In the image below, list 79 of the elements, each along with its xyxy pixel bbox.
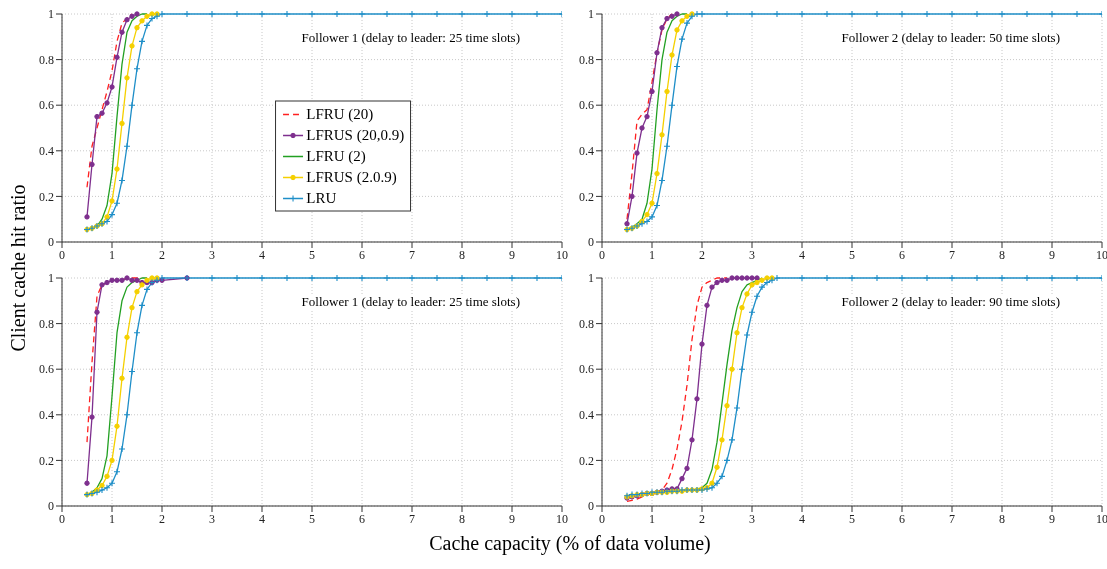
x-tick-label: 1 (109, 247, 115, 262)
x-tick-label: 5 (309, 511, 315, 526)
x-tick-label: 9 (509, 247, 515, 262)
x-tick-label: 9 (1049, 511, 1055, 526)
y-tick-label: 1 (48, 7, 54, 22)
x-tick-label: 1 (109, 511, 115, 526)
y-tick-label: 0 (588, 235, 594, 250)
legend-label: LFRUS (20,0.9) (306, 126, 405, 144)
x-tick-label: 3 (749, 247, 755, 262)
x-tick-label: 4 (799, 247, 805, 262)
y-tick-label: 0.8 (39, 316, 54, 331)
y-tick-label: 0.6 (579, 362, 594, 377)
x-tick-label: 1 (649, 247, 655, 262)
x-tick-label: 0 (59, 511, 65, 526)
x-tick-label: 10 (1096, 247, 1107, 262)
annotation: Follower 2 (delay to leader: 90 time slots) (841, 294, 1060, 310)
y-tick-label: 0.8 (39, 52, 54, 67)
x-tick-label: 3 (209, 247, 215, 262)
x-tick-label: 6 (899, 247, 905, 262)
y-axis-title: Client cache hit ratio (6, 184, 30, 352)
x-tick-label: 5 (849, 511, 855, 526)
legend-label: LFRUS (2.0.9) (306, 168, 397, 186)
x-tick-label: 0 (59, 247, 65, 262)
x-tick-label: 5 (309, 247, 315, 262)
y-tick-label: 0.2 (579, 453, 594, 468)
x-tick-label: 2 (699, 511, 705, 526)
legend-label: LFRU (20) (306, 105, 374, 123)
x-tick-label: 9 (509, 511, 515, 526)
y-tick-label: 0.4 (39, 408, 54, 423)
y-tick-label: 0 (48, 499, 54, 514)
x-tick-label: 6 (359, 247, 365, 262)
y-tick-label: 0.2 (39, 453, 54, 468)
x-tick-label: 0 (599, 247, 605, 262)
x-tick-label: 7 (409, 247, 415, 262)
x-tick-label: 3 (749, 511, 755, 526)
y-tick-label: 1 (588, 7, 594, 22)
y-tick-label: 0.6 (579, 98, 594, 113)
y-tick-label: 0 (588, 499, 594, 514)
x-tick-label: 6 (899, 511, 905, 526)
x-tick-label: 7 (409, 511, 415, 526)
legend-label: LRU (306, 189, 337, 207)
y-tick-label: 0.4 (39, 144, 54, 159)
x-tick-label: 8 (999, 511, 1005, 526)
x-tick-label: 2 (159, 511, 165, 526)
x-tick-label: 2 (159, 247, 165, 262)
annotation: Follower 1 (delay to leader: 25 time slots) (301, 294, 520, 310)
x-tick-label: 4 (259, 247, 265, 262)
x-tick-label: 0 (599, 511, 605, 526)
y-tick-label: 0.8 (579, 316, 594, 331)
x-tick-label: 7 (949, 247, 955, 262)
x-tick-label: 7 (949, 511, 955, 526)
y-tick-label: 0.2 (39, 189, 54, 204)
y-tick-label: 0.6 (39, 98, 54, 113)
x-tick-label: 10 (556, 247, 568, 262)
y-tick-label: 0.6 (39, 362, 54, 377)
x-tick-label: 6 (359, 511, 365, 526)
y-tick-label: 1 (588, 271, 594, 286)
y-tick-label: 1 (48, 271, 54, 286)
legend-label: LFRU (2) (306, 147, 366, 165)
x-tick-label: 3 (209, 511, 215, 526)
y-tick-label: 0.4 (579, 408, 594, 423)
x-tick-label: 8 (999, 247, 1005, 262)
x-tick-label: 8 (459, 511, 465, 526)
x-tick-label: 2 (699, 247, 705, 262)
x-tick-label: 5 (849, 247, 855, 262)
y-tick-label: 0.4 (579, 144, 594, 159)
annotation: Follower 2 (delay to leader: 50 time slots) (841, 30, 1060, 46)
y-tick-label: 0 (48, 235, 54, 250)
x-tick-label: 10 (1096, 511, 1107, 526)
x-axis-title: Cache capacity (% of data volume) (428, 532, 712, 555)
annotation: Follower 1 (delay to leader: 25 time slots) (301, 30, 520, 46)
y-tick-label: 0.8 (579, 52, 594, 67)
x-tick-label: 10 (556, 511, 568, 526)
x-tick-label: 8 (459, 247, 465, 262)
x-tick-label: 1 (649, 511, 655, 526)
y-tick-label: 0.2 (579, 189, 594, 204)
x-tick-label: 4 (799, 511, 805, 526)
x-tick-label: 9 (1049, 247, 1055, 262)
x-tick-label: 4 (259, 511, 265, 526)
